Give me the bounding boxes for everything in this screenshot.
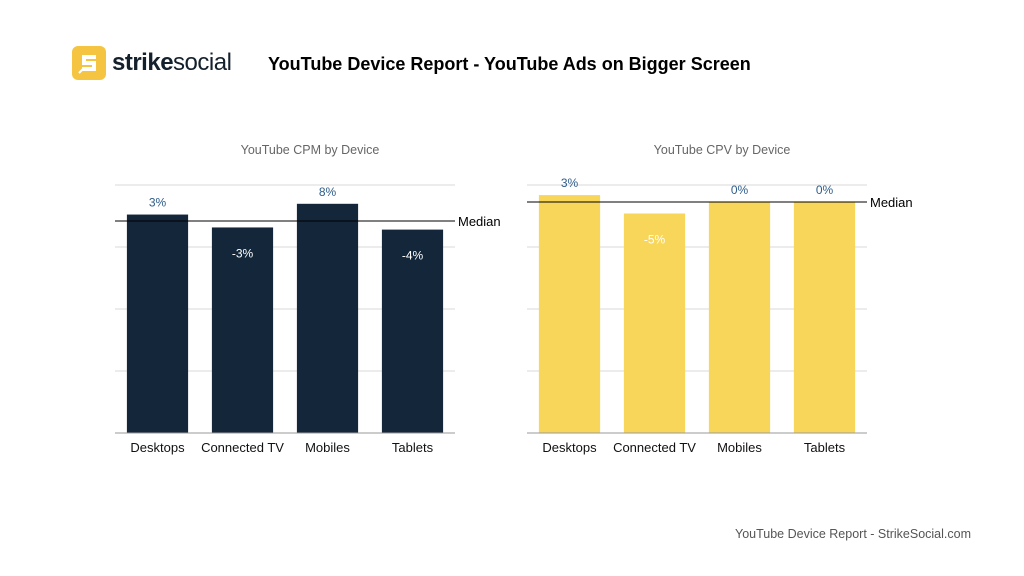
cpv-data-label-desktops: 3% <box>561 176 579 190</box>
cpv-tick-label-mobiles: Mobiles <box>717 440 762 455</box>
brand-name-part2: social <box>173 49 232 76</box>
cpv-tick-label-connected-tv: Connected TV <box>613 440 696 455</box>
brand-name-part1: strike <box>112 49 174 76</box>
cpv-bar-mobiles <box>708 202 771 433</box>
cpm-data-label-connected-tv: -3% <box>232 246 254 260</box>
cpv-chart-title: YouTube CPV by Device <box>653 143 791 157</box>
cpm-data-label-desktops: 3% <box>149 196 167 210</box>
header: strikesocial YouTube Device Report - You… <box>72 46 972 86</box>
cpv-data-label-connected-tv: -5% <box>644 233 666 247</box>
cpm-bar-connected-tv <box>211 227 274 433</box>
cpm-chart-plot: 3% Desktops -3% Connected TV 8% Mobiles -4% Tab… <box>115 184 501 455</box>
cpv-bar-desktops <box>538 195 601 433</box>
cpm-bar-mobiles <box>296 203 359 433</box>
footer-source: YouTube Device Report - StrikeSocial.com <box>735 527 971 541</box>
cpm-bar-desktops <box>126 214 189 433</box>
cpm-chart: YouTube CPM by Device 3% Desktops -3% Conne… <box>100 135 520 470</box>
cpv-tick-label-desktops: Desktops <box>542 440 597 455</box>
cpv-chart-plot: 3% Desktops -5% Connected TV 0% Mobiles 0% Tabl… <box>527 176 913 455</box>
cpv-tick-label-tablets: Tablets <box>804 440 846 455</box>
cpm-tick-label-tablets: Tablets <box>392 440 434 455</box>
cpm-data-label-mobiles: 8% <box>319 185 337 199</box>
cpv-bar-connected-tv <box>623 213 686 433</box>
cpv-bar-tablets <box>793 202 856 433</box>
cpm-data-label-tablets: -4% <box>402 249 424 263</box>
cpm-chart-title: YouTube CPM by Device <box>240 143 380 157</box>
cpv-data-label-tablets: 0% <box>816 183 834 197</box>
cpm-median-label: Median <box>458 214 501 229</box>
cpm-bar-tablets <box>381 229 444 433</box>
cpv-chart: YouTube CPV by Device 3% Desktops -5% Conne… <box>512 135 932 470</box>
cpv-median-label: Median <box>870 195 913 210</box>
report-title: YouTube Device Report - YouTube Ads on B… <box>268 54 751 74</box>
cpm-tick-label-mobiles: Mobiles <box>305 440 350 455</box>
cpm-tick-label-connected-tv: Connected TV <box>201 440 284 455</box>
cpv-data-label-mobiles: 0% <box>731 183 749 197</box>
brand-name: strikesocial <box>112 48 232 78</box>
strikesocial-logo-icon <box>72 46 106 80</box>
cpm-tick-label-desktops: Desktops <box>130 440 185 455</box>
